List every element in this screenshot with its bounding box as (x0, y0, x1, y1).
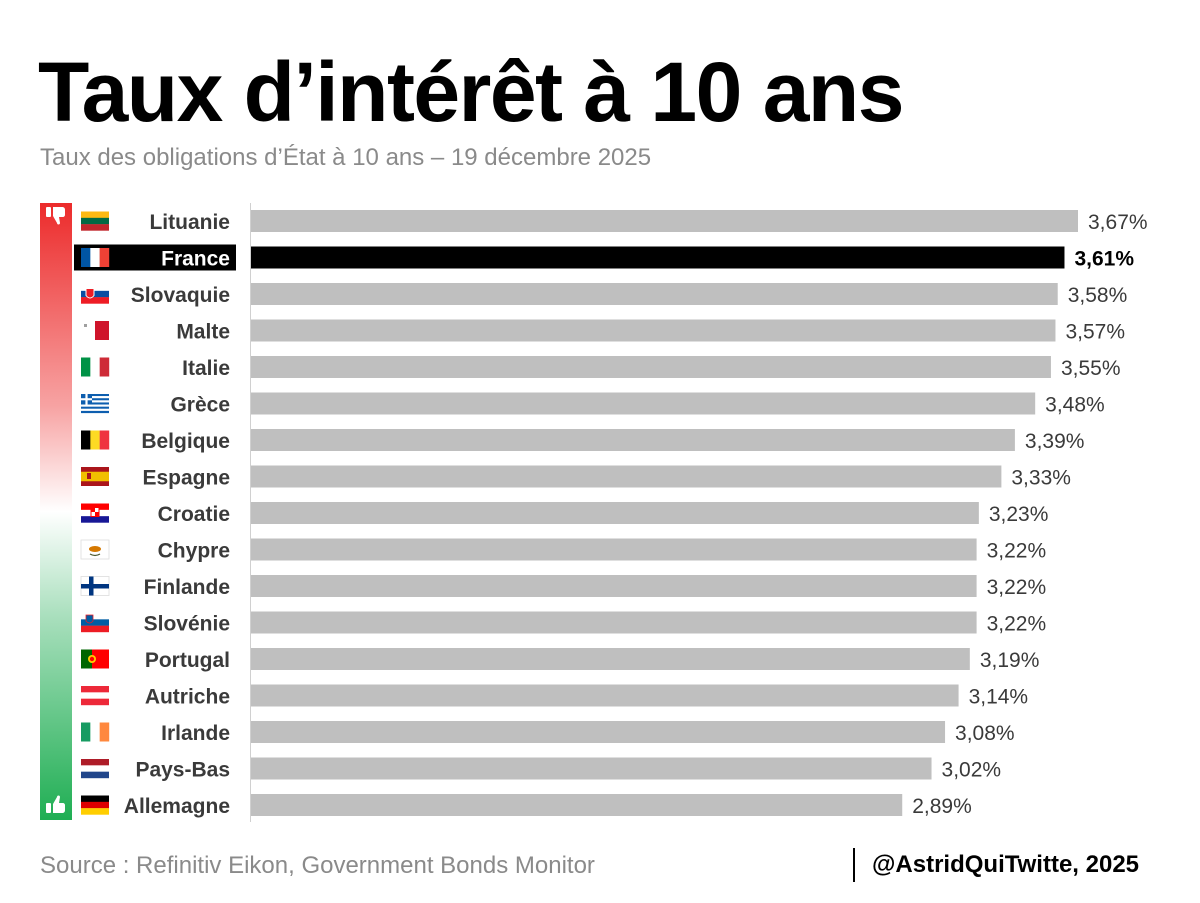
chart-subtitle: Taux des obligations d’État à 10 ans – 1… (40, 144, 652, 171)
value-label: 3,61% (1074, 248, 1134, 271)
value-label: 3,58% (1068, 284, 1128, 307)
bar (251, 319, 1056, 342)
bar (251, 684, 959, 707)
bar (251, 575, 977, 597)
value-label: 3,57% (1065, 321, 1125, 344)
bar (251, 611, 977, 634)
croatia-flag-icon (81, 503, 109, 523)
rating-scale-bar (40, 203, 72, 820)
netherlands-flag-icon (81, 759, 109, 779)
bar (251, 465, 1002, 488)
cyprus-flag-icon (80, 539, 110, 560)
value-label: 3,23% (989, 503, 1049, 526)
category-label: Belgique (141, 430, 230, 453)
category-label: Lituanie (149, 211, 230, 234)
value-label: 3,02% (942, 759, 1002, 782)
bar (251, 429, 1015, 451)
thumbs-up-icon (46, 795, 65, 813)
germany-flag-icon (81, 795, 109, 815)
chart-title: Taux d’intérêt à 10 ans (38, 45, 904, 139)
value-label: 3,48% (1045, 394, 1105, 417)
value-label: 3,55% (1061, 357, 1121, 380)
greece-flag-icon (81, 394, 109, 414)
source-note: Source : Refinitiv Eikon, Government Bon… (40, 852, 595, 879)
bar (251, 246, 1065, 269)
malta-flag-icon (81, 321, 109, 340)
category-label: Italie (182, 357, 230, 380)
value-label: 3,67% (1088, 211, 1148, 234)
austria-flag-icon (81, 686, 109, 706)
bar (251, 502, 979, 524)
slovenia-flag-icon (81, 613, 109, 633)
finland-flag-icon (80, 576, 110, 596)
bar (251, 356, 1051, 378)
value-label: 3,14% (969, 686, 1029, 709)
bar (251, 648, 970, 670)
spain-flag-icon (81, 467, 109, 486)
category-label: Pays-Bas (135, 759, 230, 782)
value-label: 3,33% (1011, 467, 1071, 490)
value-label: 3,19% (980, 649, 1040, 672)
value-label: 3,22% (987, 540, 1047, 563)
portugal-flag-icon (81, 649, 109, 669)
value-label: 3,22% (987, 613, 1047, 636)
credit-separator (853, 848, 855, 882)
ireland-flag-icon (81, 722, 110, 742)
category-label: Espagne (142, 467, 230, 490)
bar (251, 392, 1036, 415)
value-label: 3,08% (955, 722, 1015, 745)
value-label: 2,89% (912, 795, 972, 818)
category-label: Grèce (170, 394, 230, 417)
category-label: Croatie (158, 503, 230, 526)
bar (251, 721, 946, 743)
category-label: France (161, 248, 230, 271)
bar (251, 757, 932, 780)
author-credit: @AstridQuiTwitte, 2025 (872, 851, 1140, 878)
value-label: 3,22% (987, 576, 1047, 599)
bar (251, 283, 1058, 305)
category-label: Allemagne (124, 795, 230, 818)
value-label: 3,39% (1025, 430, 1085, 453)
category-label: Portugal (145, 649, 230, 672)
belgium-flag-icon (81, 430, 110, 450)
category-label: Slovénie (144, 613, 230, 636)
bar (251, 794, 903, 816)
italy-flag-icon (81, 357, 110, 377)
category-label: Malte (176, 321, 230, 344)
bar (251, 210, 1078, 232)
category-label: Finlande (144, 576, 230, 599)
france-flag-icon (81, 248, 110, 267)
category-label: Chypre (158, 540, 230, 563)
category-label: Slovaquie (131, 284, 230, 307)
thumbs-down-icon (46, 207, 65, 225)
bar (251, 538, 977, 561)
category-label: Irlande (161, 722, 230, 745)
category-label: Autriche (145, 686, 230, 709)
lithuania-flag-icon (81, 211, 109, 231)
slovakia-flag-icon (81, 284, 109, 304)
